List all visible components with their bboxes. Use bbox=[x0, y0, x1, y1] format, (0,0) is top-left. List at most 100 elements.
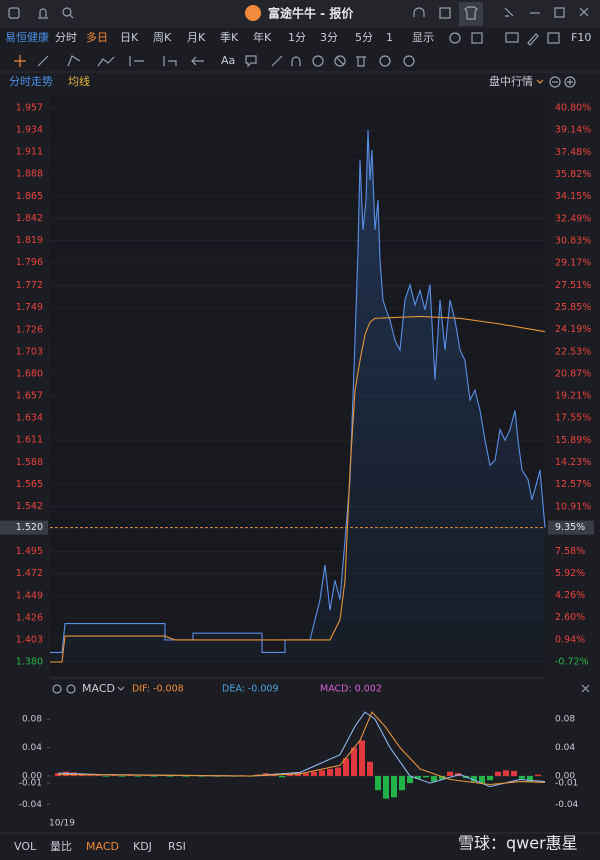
macd-bar bbox=[167, 775, 173, 777]
indicator-value: DEA: -0.009 bbox=[222, 684, 279, 695]
current-price: 1.520 bbox=[16, 522, 43, 533]
title-bar bbox=[0, 0, 600, 28]
macd-bar bbox=[471, 775, 477, 782]
y-tick-label: 1.934 bbox=[16, 125, 43, 136]
current-pct-box bbox=[548, 520, 594, 535]
macd-bar bbox=[335, 767, 341, 776]
y-tick-label: 1.819 bbox=[16, 235, 43, 246]
macd-bar bbox=[127, 775, 133, 776]
macd-chart: DIF: -0.008 DEA: -0.009 MACD: 0.002 0.08 0.0… bbox=[19, 684, 579, 829]
x-tick-label: 10/19 bbox=[49, 819, 75, 829]
indicator-tab[interactable]: MACD bbox=[86, 840, 119, 853]
indicator-tab[interactable]: VOL bbox=[14, 840, 37, 853]
macd-bar bbox=[151, 775, 157, 777]
y-tick-label: 1.865 bbox=[16, 191, 43, 202]
y-tick-label: 1.749 bbox=[16, 302, 43, 313]
y-tick-label: 1.449 bbox=[16, 590, 43, 601]
indicator-tab[interactable]: KDJ bbox=[133, 840, 152, 853]
y-tick-label: 1.472 bbox=[16, 568, 43, 579]
y2-tick-label: 27.51% bbox=[555, 280, 591, 291]
period-tab[interactable]: 月K bbox=[187, 31, 206, 44]
y2-tick-label: 25.85% bbox=[555, 302, 591, 313]
period-tab[interactable]: 多日 bbox=[86, 30, 108, 44]
y2-tick-label: 37.48% bbox=[555, 147, 591, 158]
drawing-tools bbox=[14, 55, 415, 68]
period-tab[interactable]: 周K bbox=[153, 31, 172, 44]
macd-bar bbox=[399, 775, 405, 791]
y-tick-label: 0.04 bbox=[22, 743, 42, 753]
period-tab[interactable]: 3分 bbox=[320, 31, 338, 44]
macd-bar bbox=[519, 775, 525, 779]
window-title: 富途牛牛 - 报价 bbox=[268, 6, 354, 21]
y-tick-label: 1.726 bbox=[16, 324, 43, 335]
y-tick-label: 1.772 bbox=[16, 280, 43, 291]
period-tabs: 分时 多日 日K 周K 月K 季K 年K 1分 3分 5分 1 bbox=[55, 30, 393, 44]
macd-bar bbox=[359, 740, 365, 776]
y2-tick-label: 32.49% bbox=[555, 213, 591, 224]
period-tab[interactable]: 1 bbox=[386, 31, 393, 44]
y-tick-label: 1.495 bbox=[16, 546, 43, 557]
text-tool[interactable]: Aa bbox=[221, 54, 235, 67]
period-tab[interactable]: 1分 bbox=[288, 31, 306, 44]
y2-tick-label: 0.00 bbox=[555, 771, 575, 781]
y2-tick-label: 17.55% bbox=[555, 413, 591, 424]
period-tab[interactable]: 季K bbox=[220, 31, 239, 44]
macd-bar bbox=[383, 775, 389, 799]
stock-name[interactable]: 易恒健康 bbox=[5, 30, 49, 44]
current-pct: 9.35% bbox=[555, 522, 585, 533]
chart-tab[interactable]: 分时走势 bbox=[9, 75, 53, 88]
indicator-tab[interactable]: 量比 bbox=[50, 840, 72, 853]
macd-bar bbox=[103, 775, 109, 777]
macd-line bbox=[57, 711, 546, 786]
y2-tick-label: 4.26% bbox=[555, 590, 585, 601]
y-tick-label: 1.842 bbox=[16, 213, 43, 224]
y2-tick-label: 14.23% bbox=[555, 457, 591, 468]
macd-bar bbox=[351, 747, 357, 776]
macd-bar bbox=[87, 775, 93, 776]
macd-bar bbox=[391, 775, 397, 798]
y2-tick-label: 7.58% bbox=[555, 546, 585, 557]
y-tick-label: 1.611 bbox=[16, 435, 43, 446]
macd-bar bbox=[279, 775, 285, 778]
macd-bar bbox=[423, 775, 429, 778]
macd-bar bbox=[447, 771, 453, 776]
macd-bar bbox=[439, 775, 445, 780]
macd-bar bbox=[95, 775, 101, 776]
y2-tick-label: 35.82% bbox=[555, 169, 591, 180]
macd-bar bbox=[303, 773, 309, 776]
y-tick-label: 0.00 bbox=[22, 771, 42, 781]
y2-tick-label: 24.19% bbox=[555, 324, 591, 335]
macd-bar bbox=[319, 770, 325, 776]
mode-icons bbox=[536, 76, 576, 88]
y2-tick-label: -0.04 bbox=[555, 800, 579, 810]
y-tick-label: 0.08 bbox=[22, 715, 42, 725]
y2-tick-label: 39.14% bbox=[555, 125, 591, 136]
title-icons bbox=[8, 2, 589, 26]
macd-bar bbox=[367, 761, 373, 776]
current-price-box bbox=[0, 520, 48, 535]
f10-button[interactable]: F10 bbox=[571, 31, 591, 44]
period-tab[interactable]: 日K bbox=[120, 31, 139, 44]
price-area bbox=[50, 130, 545, 663]
y-tick-label: -0.01 bbox=[19, 779, 42, 789]
y-tick-label: 1.542 bbox=[16, 501, 43, 512]
period-tab[interactable]: 5分 bbox=[355, 31, 373, 44]
macd-bar bbox=[503, 770, 509, 776]
y2-tick-label: -0.01 bbox=[555, 779, 578, 789]
y2-tick-label: 0.04 bbox=[555, 743, 575, 753]
y2-tick-label: 15.89% bbox=[555, 435, 591, 446]
app-logo bbox=[245, 5, 261, 21]
mode-menu[interactable]: 盘中行情 bbox=[489, 74, 533, 88]
avg-legend[interactable]: 均线 bbox=[68, 74, 90, 88]
indicator-value: DIF: -0.008 bbox=[132, 684, 184, 695]
macd-bar bbox=[111, 775, 117, 776]
macd-bar bbox=[327, 768, 333, 776]
period-tab[interactable]: 年K bbox=[253, 30, 272, 44]
macd-bar bbox=[343, 758, 349, 776]
indicator-tab[interactable]: RSI bbox=[168, 840, 186, 853]
display-menu[interactable]: 显示 bbox=[412, 31, 434, 44]
y2-tick-label: 10.91% bbox=[555, 501, 591, 512]
period-tab[interactable]: 分时 bbox=[55, 31, 77, 44]
y-tick-label: 1.888 bbox=[16, 169, 43, 180]
